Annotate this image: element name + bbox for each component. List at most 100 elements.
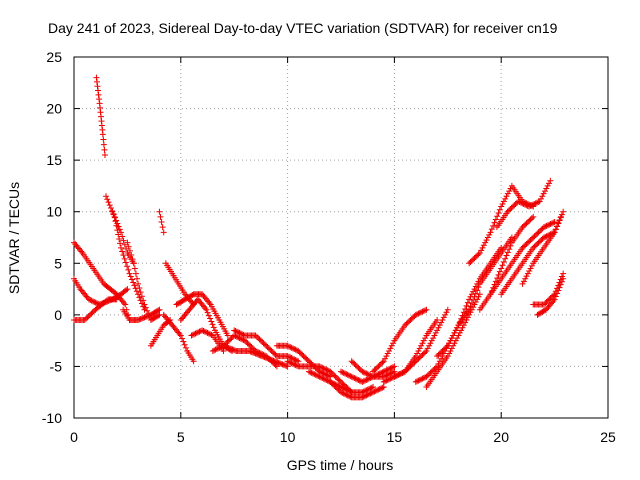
data-point bbox=[239, 336, 246, 343]
data-point bbox=[462, 319, 469, 326]
data-point bbox=[544, 222, 551, 229]
data-point bbox=[363, 387, 370, 394]
data-point bbox=[494, 275, 501, 282]
data-point bbox=[524, 270, 531, 277]
data-point bbox=[464, 299, 471, 306]
data-point bbox=[448, 335, 455, 342]
data-point bbox=[359, 394, 366, 401]
series-arc5 bbox=[103, 193, 148, 313]
data-point bbox=[440, 346, 447, 353]
data-point bbox=[540, 301, 547, 308]
data-point bbox=[115, 223, 122, 230]
data-point bbox=[387, 375, 394, 382]
data-point bbox=[374, 371, 381, 378]
data-point bbox=[279, 361, 286, 368]
data-point bbox=[253, 333, 260, 340]
data-point bbox=[293, 357, 300, 364]
data-point bbox=[386, 347, 393, 354]
data-point bbox=[103, 297, 110, 304]
data-point bbox=[466, 306, 473, 313]
data-point bbox=[378, 369, 385, 376]
data-point bbox=[316, 373, 323, 380]
data-point bbox=[418, 353, 425, 360]
data-point bbox=[182, 344, 189, 351]
data-point bbox=[383, 367, 390, 374]
data-point bbox=[471, 255, 478, 262]
data-point bbox=[531, 233, 538, 240]
data-point bbox=[474, 296, 481, 303]
data-point bbox=[522, 275, 529, 282]
data-point bbox=[414, 356, 421, 363]
data-point bbox=[479, 244, 486, 251]
data-point bbox=[447, 337, 454, 344]
data-point bbox=[488, 226, 495, 233]
data-point bbox=[486, 231, 493, 238]
data-point bbox=[236, 335, 243, 342]
data-point bbox=[507, 185, 514, 192]
data-point bbox=[498, 203, 505, 210]
data-point bbox=[387, 345, 394, 352]
data-point bbox=[396, 371, 403, 378]
data-point bbox=[284, 358, 291, 365]
data-point bbox=[452, 327, 459, 334]
data-point bbox=[371, 367, 378, 374]
series-arc21 bbox=[305, 368, 377, 396]
data-point bbox=[321, 366, 328, 373]
data-point bbox=[157, 213, 164, 220]
data-point bbox=[436, 322, 443, 329]
data-point bbox=[287, 354, 294, 361]
data-point bbox=[428, 368, 435, 375]
data-point bbox=[224, 332, 231, 339]
data-point bbox=[135, 317, 142, 324]
data-point bbox=[536, 198, 543, 205]
data-point bbox=[343, 371, 350, 378]
data-point bbox=[125, 243, 132, 250]
data-point bbox=[323, 376, 330, 383]
data-point bbox=[466, 296, 473, 303]
data-point bbox=[138, 293, 145, 300]
data-point bbox=[112, 290, 119, 297]
data-point bbox=[424, 372, 431, 379]
data-point bbox=[354, 376, 361, 383]
data-point bbox=[554, 290, 561, 297]
data-point bbox=[204, 309, 211, 316]
data-point bbox=[232, 327, 239, 334]
data-point bbox=[196, 328, 203, 335]
data-point bbox=[142, 304, 149, 311]
data-point bbox=[555, 287, 562, 294]
data-point bbox=[285, 353, 292, 360]
data-point bbox=[221, 343, 228, 350]
data-point bbox=[340, 385, 347, 392]
data-point bbox=[420, 375, 427, 382]
data-point bbox=[362, 377, 369, 384]
data-point bbox=[267, 346, 274, 353]
data-point bbox=[233, 333, 240, 340]
data-point bbox=[265, 355, 272, 362]
data-point bbox=[390, 374, 397, 381]
data-point bbox=[136, 285, 143, 292]
data-point bbox=[116, 235, 123, 242]
data-point bbox=[374, 364, 381, 371]
data-point bbox=[203, 306, 210, 313]
data-point bbox=[505, 207, 512, 214]
series-arc22 bbox=[327, 378, 387, 401]
data-point bbox=[328, 369, 335, 376]
data-point bbox=[402, 322, 409, 329]
data-point bbox=[244, 340, 251, 347]
data-point bbox=[532, 231, 539, 238]
data-point bbox=[446, 350, 453, 357]
data-point bbox=[507, 206, 514, 213]
data-point bbox=[210, 324, 217, 331]
data-point bbox=[225, 344, 232, 351]
data-point bbox=[528, 235, 535, 242]
data-point bbox=[540, 224, 547, 231]
data-point bbox=[454, 335, 461, 342]
data-point bbox=[379, 369, 386, 376]
data-point bbox=[418, 342, 425, 349]
data-point bbox=[81, 317, 88, 324]
data-point bbox=[530, 234, 537, 241]
data-point bbox=[382, 367, 389, 374]
data-point bbox=[375, 386, 382, 393]
data-point bbox=[366, 385, 373, 392]
data-point bbox=[431, 366, 438, 373]
